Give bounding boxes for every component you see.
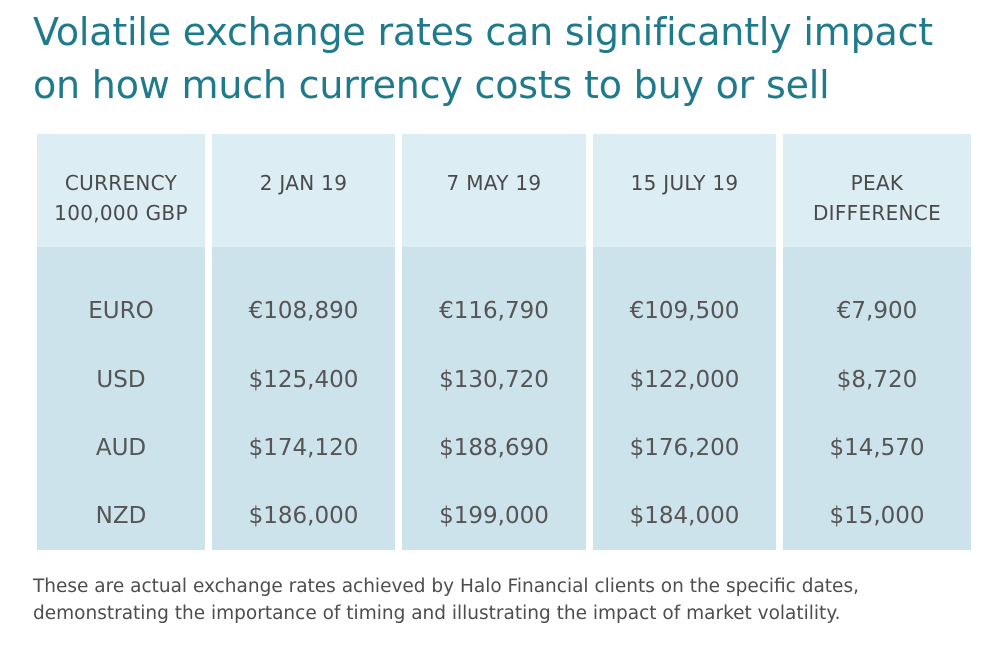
table-column-may: 7 MAY 19 €116,790 $130,720 $188,690 $199,000: [402, 134, 586, 550]
table-cell: €116,790: [439, 298, 549, 324]
column-body: [593, 247, 776, 550]
column-header-label: CURRENCY 100,000 GBP: [37, 168, 205, 228]
exchange-rate-table: CURRENCY 100,000 GBP EURO USD AUD NZD 2 JAN 19…: [37, 134, 971, 550]
column-body: [37, 247, 205, 550]
table-column-jan: 2 JAN 19 €108,890 $125,400 $174,120 $186,000: [212, 134, 395, 550]
column-header-cell: 2 JAN 19: [212, 134, 395, 247]
title-line-2: on how much currency costs to buy or sel…: [33, 63, 830, 107]
column-header-text: DIFFERENCE: [812, 201, 942, 225]
column-header-text: PEAK: [850, 171, 904, 195]
column-header-cell: 15 JULY 19: [593, 134, 776, 247]
table-cell: $174,120: [248, 435, 359, 461]
column-header-label: PEAK DIFFERENCE: [783, 168, 971, 228]
column-body: [402, 247, 586, 550]
column-header-label: 15 JULY 19: [593, 168, 776, 198]
table-cell: €7,900: [836, 298, 918, 324]
table-cell: $14,570: [829, 435, 925, 461]
column-header-cell: PEAK DIFFERENCE: [783, 134, 971, 247]
currency-label: EURO: [88, 298, 154, 324]
column-header-text: 100,000 GBP: [54, 201, 188, 225]
table-cell: $130,720: [439, 367, 549, 393]
table-cell: $184,000: [629, 503, 740, 529]
table-cell: $122,000: [629, 367, 740, 393]
title-line-1: Volatile exchange rates can significantl…: [33, 10, 933, 54]
column-header-text: 15 JULY 19: [630, 171, 739, 195]
page-title: Volatile exchange rates can significantl…: [33, 6, 983, 112]
column-body: [212, 247, 395, 550]
column-header-label: 2 JAN 19: [212, 168, 395, 198]
table-cell: $125,400: [248, 367, 359, 393]
currency-label: USD: [96, 367, 146, 393]
column-header-text: 2 JAN 19: [259, 171, 348, 195]
table-cell: $186,000: [248, 503, 359, 529]
column-header-text: 7 MAY 19: [446, 171, 542, 195]
table-cell: $199,000: [439, 503, 549, 529]
table-column-july: 15 JULY 19 €109,500 $122,000 $176,200 $184,0…: [593, 134, 776, 550]
footnote-line-2: demonstrating the importance of timing a…: [33, 603, 841, 624]
currency-label: NZD: [95, 503, 147, 529]
table-cell: $8,720: [836, 367, 918, 393]
table-column-peak-difference: PEAK DIFFERENCE €7,900 $8,720 $14,570 $15,000: [783, 134, 971, 550]
column-header-cell: 7 MAY 19: [402, 134, 586, 247]
column-header-label: 7 MAY 19: [402, 168, 586, 198]
column-header-cell: CURRENCY 100,000 GBP: [37, 134, 205, 247]
table-cell: $188,690: [439, 435, 549, 461]
table-cell: $15,000: [829, 503, 925, 529]
footnote: These are actual exchange rates achieved…: [33, 573, 993, 627]
currency-label: AUD: [95, 435, 147, 461]
table-cell: €108,890: [248, 298, 359, 324]
table-cell: €109,500: [629, 298, 740, 324]
table-column-currency: CURRENCY 100,000 GBP EURO USD AUD NZD: [37, 134, 205, 550]
table-cell: $176,200: [629, 435, 740, 461]
column-body: [783, 247, 971, 550]
footnote-line-1: These are actual exchange rates achieved…: [33, 576, 859, 597]
column-header-text: CURRENCY: [64, 171, 178, 195]
